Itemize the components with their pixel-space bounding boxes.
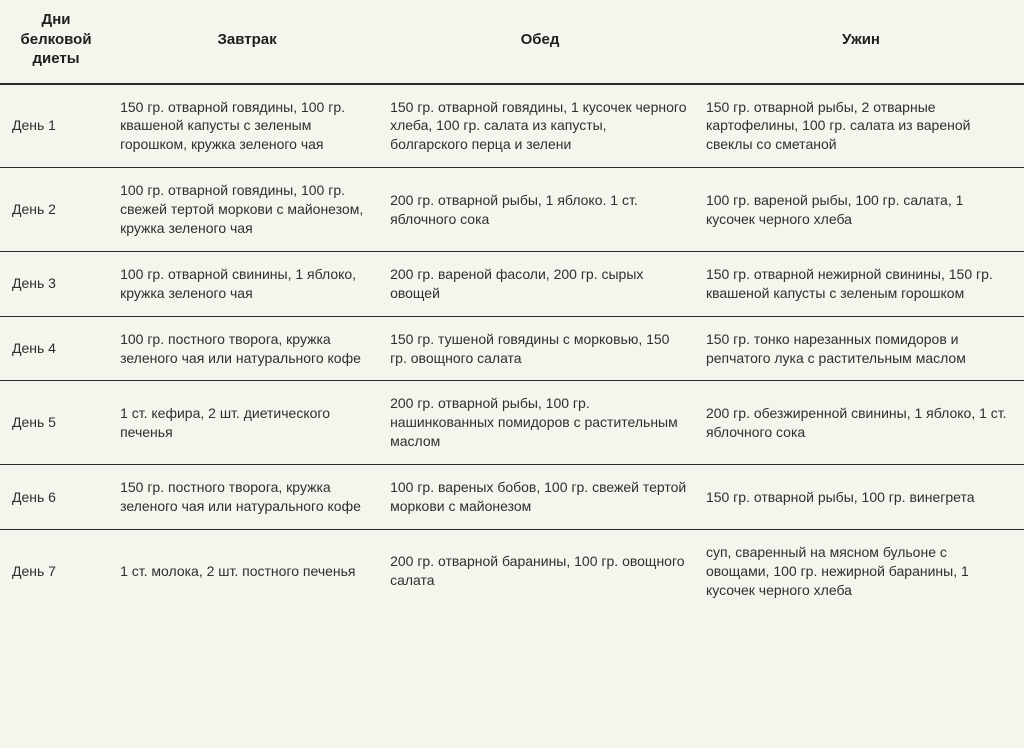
col-header-lunch: Обед: [382, 0, 698, 84]
cell-breakfast: 1 ст. молока, 2 шт. постного печенья: [112, 529, 382, 612]
cell-dinner: 200 гр. обезжиренной свинины, 1 яблоко, …: [698, 381, 1024, 465]
cell-dinner: 150 гр. отварной рыбы, 2 отварные картоф…: [698, 84, 1024, 168]
col-header-dinner: Ужин: [698, 0, 1024, 84]
cell-day: День 6: [0, 465, 112, 530]
col-header-days: Дни белковой диеты: [0, 0, 112, 84]
cell-day: День 1: [0, 84, 112, 168]
col-header-breakfast-label: Завтрак: [218, 31, 277, 48]
cell-lunch: 100 гр. вареных бобов, 100 гр. свежей те…: [382, 465, 698, 530]
cell-lunch: 200 гр. вареной фасоли, 200 гр. сырых ов…: [382, 251, 698, 316]
cell-breakfast: 100 гр. постного творога, кружка зеленог…: [112, 316, 382, 381]
col-header-breakfast: Завтрак: [112, 0, 382, 84]
cell-lunch: 200 гр. отварной рыбы, 100 гр. нашинкова…: [382, 381, 698, 465]
cell-lunch: 200 гр. отварной баранины, 100 гр. овощн…: [382, 529, 698, 612]
diet-plan-table: Дни белковой диеты Завтрак Обед Ужин Ден…: [0, 0, 1024, 613]
col-header-dinner-label: Ужин: [842, 31, 880, 48]
table-header: Дни белковой диеты Завтрак Обед Ужин: [0, 0, 1024, 84]
table-row: День 1 150 гр. отварной говядины, 100 гр…: [0, 84, 1024, 168]
col-header-lunch-label: Обед: [521, 31, 560, 48]
cell-breakfast: 100 гр. отварной говядины, 100 гр. свеже…: [112, 168, 382, 252]
cell-day: День 5: [0, 381, 112, 465]
table-body: День 1 150 гр. отварной говядины, 100 гр…: [0, 84, 1024, 613]
cell-dinner: 150 гр. отварной рыбы, 100 гр. винегрета: [698, 465, 1024, 530]
table-row: День 7 1 ст. молока, 2 шт. постного пече…: [0, 529, 1024, 612]
cell-dinner: суп, сваренный на мясном бульоне с овоща…: [698, 529, 1024, 612]
table-row: День 3 100 гр. отварной свинины, 1 яблок…: [0, 251, 1024, 316]
cell-breakfast: 100 гр. отварной свинины, 1 яблоко, круж…: [112, 251, 382, 316]
cell-breakfast: 150 гр. постного творога, кружка зеленог…: [112, 465, 382, 530]
table-row: День 6 150 гр. постного творога, кружка …: [0, 465, 1024, 530]
cell-day: День 3: [0, 251, 112, 316]
table-row: День 4 100 гр. постного творога, кружка …: [0, 316, 1024, 381]
cell-lunch: 150 гр. тушеной говядины с морковью, 150…: [382, 316, 698, 381]
cell-day: День 4: [0, 316, 112, 381]
table-row: День 2 100 гр. отварной говядины, 100 гр…: [0, 168, 1024, 252]
cell-dinner: 150 гр. отварной нежирной свинины, 150 г…: [698, 251, 1024, 316]
cell-day: День 7: [0, 529, 112, 612]
cell-lunch: 200 гр. отварной рыбы, 1 яблоко. 1 ст. я…: [382, 168, 698, 252]
cell-lunch: 150 гр. отварной говядины, 1 кусочек чер…: [382, 84, 698, 168]
col-header-days-label: Дни белковой диеты: [21, 11, 92, 67]
cell-dinner: 100 гр. вареной рыбы, 100 гр. салата, 1 …: [698, 168, 1024, 252]
cell-day: День 2: [0, 168, 112, 252]
table-row: День 5 1 ст. кефира, 2 шт. диетического …: [0, 381, 1024, 465]
cell-breakfast: 1 ст. кефира, 2 шт. диетического печенья: [112, 381, 382, 465]
cell-breakfast: 150 гр. отварной говядины, 100 гр. кваше…: [112, 84, 382, 168]
cell-dinner: 150 гр. тонко нарезанных помидоров и реп…: [698, 316, 1024, 381]
